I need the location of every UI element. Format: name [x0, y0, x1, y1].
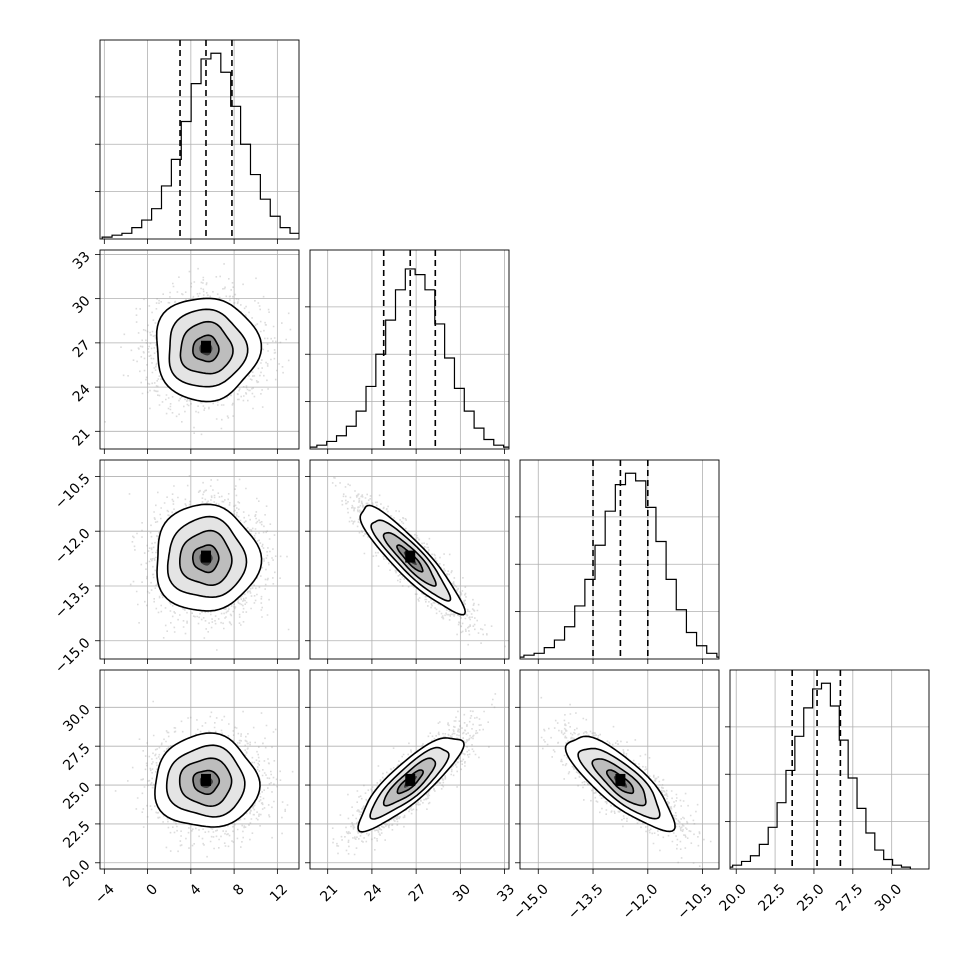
panel-frame — [99, 459, 300, 660]
y-tick-label: −12.0 — [52, 526, 94, 568]
x-tick-label: −13.5 — [565, 881, 607, 923]
x-tick-label: 21 — [317, 881, 341, 905]
y-tick-label: 25.0 — [60, 779, 93, 812]
density-peak — [615, 773, 626, 786]
x-tick-label: 4 — [187, 881, 205, 899]
panel-frame — [519, 669, 720, 870]
histogram-steps — [101, 52, 299, 239]
histogram-panel-2 — [305, 249, 510, 454]
y-tick-label: 27.5 — [60, 741, 93, 774]
density-peak — [405, 550, 416, 563]
y-tick-label: −15.0 — [52, 635, 94, 677]
panel-frame — [729, 669, 930, 870]
scatter-panel-3-1: −15.0 −13.5 −12.0 −10.5 — [52, 459, 300, 677]
density-peak — [200, 773, 211, 786]
y-tick-label: 30 — [70, 293, 94, 317]
x-tick-label: 25.0 — [794, 881, 827, 914]
scatter-panel-4-1: 20.0 22.5 25.0 27.5 30.0 −4 0 4 8 12 — [60, 669, 300, 907]
scatter-panel-4-2: 21 24 27 30 33 — [305, 669, 518, 905]
histogram-panel-1 — [95, 39, 300, 244]
density-peak — [405, 773, 416, 786]
x-tick-label: 20.0 — [716, 881, 749, 914]
scatter-panel-3-2 — [305, 459, 510, 664]
y-tick-label: −10.5 — [52, 471, 94, 513]
scatter-panel-2-1: 21 24 27 30 33 — [70, 249, 300, 454]
scatter-panel-4-3: −15.0 −13.5 −12.0 −10.5 — [510, 669, 720, 923]
y-tick-label: 30.0 — [60, 702, 93, 735]
x-tick-label: 24 — [362, 881, 386, 905]
panel-frame — [99, 669, 300, 870]
y-tick-label: 20.0 — [60, 857, 93, 890]
y-tick-label: 21 — [70, 426, 94, 450]
y-tick-label: 22.5 — [60, 818, 93, 851]
x-tick-label: 22.5 — [755, 881, 788, 914]
y-tick-label: 33 — [70, 249, 94, 273]
x-tick-label: 8 — [230, 881, 248, 899]
panel-frame — [309, 669, 510, 870]
y-tick-label: 24 — [70, 381, 94, 405]
x-tick-label: 0 — [144, 881, 162, 899]
x-tick-label: −15.0 — [510, 881, 552, 923]
y-tick-label: −13.5 — [52, 580, 94, 622]
x-tick-label: −10.5 — [675, 881, 717, 923]
density-peak — [200, 340, 211, 353]
x-tick-label: 27.5 — [833, 881, 866, 914]
panel-frame — [519, 459, 720, 660]
panel-frame — [99, 249, 300, 450]
x-tick-label: 12 — [267, 881, 291, 905]
x-tick-label: 30.0 — [872, 881, 905, 914]
histogram-panel-3 — [515, 459, 720, 664]
histogram-steps — [730, 682, 911, 869]
x-tick-label: −12.0 — [620, 881, 662, 923]
y-tick-label: 27 — [70, 337, 94, 361]
panel-frame — [309, 459, 510, 660]
panel-frame — [309, 249, 510, 450]
x-tick-label: 27 — [406, 881, 430, 905]
histogram-steps — [310, 268, 509, 448]
histogram-panel-4: 20.0 22.5 25.0 27.5 30.0 — [716, 669, 930, 915]
density-peak — [200, 550, 211, 563]
x-tick-label: −4 — [92, 881, 118, 907]
panel-frame — [99, 39, 300, 240]
x-tick-label: 33 — [494, 881, 518, 905]
x-tick-label: 30 — [450, 881, 474, 905]
sample-points — [100, 263, 292, 436]
